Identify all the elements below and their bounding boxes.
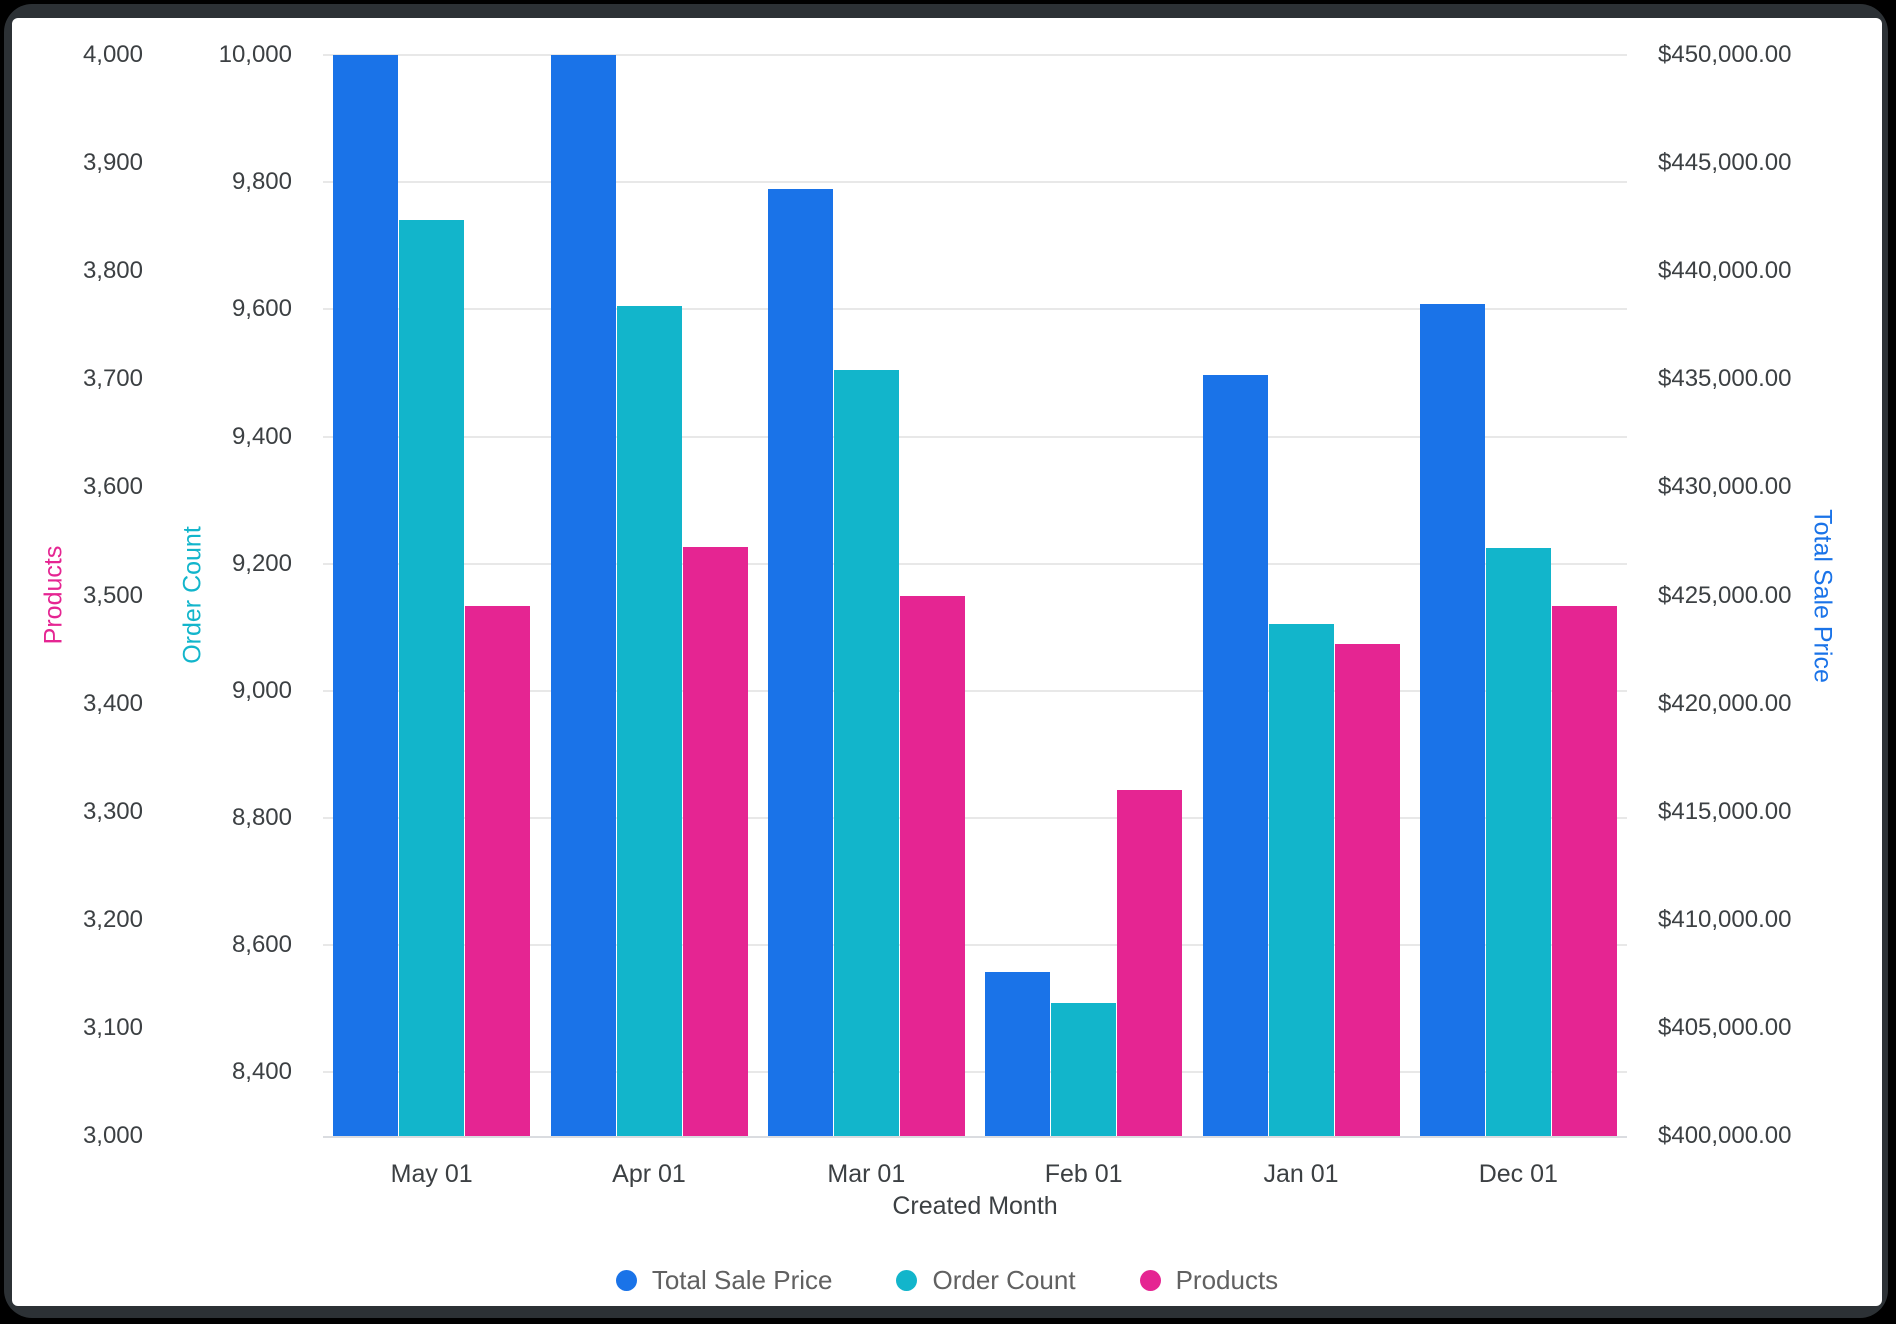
products-tick-label: 3,900 — [82, 149, 143, 177]
legend-label: Order Count — [932, 1264, 1076, 1295]
plot-area — [323, 54, 1627, 1138]
legend-item-total-sale-price[interactable]: Total Sale Price — [615, 1264, 833, 1296]
total-sale-price-tick-label: $435,000.00 — [1658, 365, 1792, 393]
gridline — [323, 944, 1627, 947]
x-axis-line — [323, 1136, 1627, 1138]
legend: Total Sale Price Order Count Products — [12, 1258, 1882, 1302]
total-sale-price-tick-label: $400,000.00 — [1658, 1122, 1792, 1149]
legend-swatch-icon — [1139, 1269, 1161, 1291]
products-tick-label: 3,700 — [82, 365, 143, 393]
x-axis-label-jan-01: Jan 01 — [1263, 1160, 1339, 1188]
bar-order-count-may-01[interactable] — [399, 220, 465, 1136]
order-count-tick-label: 9,000 — [231, 676, 292, 704]
gridline — [323, 1071, 1627, 1074]
gridline — [323, 435, 1627, 438]
legend-swatch-icon — [615, 1269, 637, 1291]
bar-total-sale-price-apr-01[interactable] — [550, 55, 616, 1136]
total-sale-price-tick-label: $425,000.00 — [1658, 581, 1792, 609]
total-sale-price-tick-label: $450,000.00 — [1658, 41, 1792, 68]
chart-canvas: Products Order Count Total Sale Price 4,… — [12, 18, 1882, 1306]
legend-label: Total Sale Price — [651, 1264, 833, 1295]
gridline — [323, 181, 1627, 184]
order-count-tick-label: 9,600 — [231, 295, 292, 323]
legend-item-products[interactable]: Products — [1139, 1264, 1279, 1296]
gridline — [323, 308, 1627, 311]
gridline — [323, 689, 1627, 692]
chart-window-frame: Products Order Count Total Sale Price 4,… — [4, 4, 1888, 1318]
bar-products-may-01[interactable] — [465, 606, 531, 1136]
products-tick-label: 3,000 — [82, 1122, 143, 1149]
bar-total-sale-price-dec-01[interactable] — [1419, 303, 1485, 1136]
products-tick-label: 4,000 — [82, 41, 143, 68]
legend-item-order-count[interactable]: Order Count — [896, 1264, 1076, 1296]
products-tick-label: 3,500 — [82, 581, 143, 609]
bar-order-count-dec-01[interactable] — [1485, 547, 1551, 1136]
bar-order-count-feb-01[interactable] — [1051, 1002, 1117, 1136]
bar-products-jan-01[interactable] — [1334, 644, 1400, 1136]
products-tick-label: 3,200 — [82, 905, 143, 933]
products-tick-label: 3,100 — [82, 1013, 143, 1041]
gridline — [323, 562, 1627, 565]
x-axis-label-mar-01: Mar 01 — [827, 1160, 906, 1188]
products-tick-label: 3,300 — [82, 797, 143, 825]
bar-order-count-mar-01[interactable] — [833, 369, 899, 1136]
order-count-tick-label: 10,000 — [218, 41, 292, 68]
total-sale-price-tick-label: $420,000.00 — [1658, 689, 1792, 717]
bar-total-sale-price-feb-01[interactable] — [985, 971, 1051, 1136]
total-sale-price-tick-label: $405,000.00 — [1658, 1013, 1792, 1041]
bar-total-sale-price-jan-01[interactable] — [1202, 375, 1268, 1136]
legend-swatch-icon — [896, 1269, 918, 1291]
order-count-axis-title: Order Count — [178, 526, 207, 664]
gridline — [323, 54, 1627, 56]
order-count-tick-label: 9,200 — [231, 549, 292, 577]
bar-products-apr-01[interactable] — [682, 546, 748, 1136]
x-axis-label-may-01: May 01 — [390, 1160, 473, 1188]
bar-products-dec-01[interactable] — [1551, 606, 1617, 1136]
order-count-tick-label: 8,400 — [231, 1058, 292, 1086]
order-count-tick-label: 9,400 — [231, 422, 292, 450]
order-count-tick-label: 8,800 — [231, 804, 292, 832]
products-tick-label: 3,800 — [82, 257, 143, 285]
products-tick-label: 3,600 — [82, 473, 143, 501]
bar-total-sale-price-may-01[interactable] — [333, 55, 399, 1136]
total-sale-price-tick-label: $415,000.00 — [1658, 797, 1792, 825]
total-sale-price-tick-label: $440,000.00 — [1658, 257, 1792, 285]
x-axis-label-dec-01: Dec 01 — [1478, 1160, 1558, 1188]
bar-products-feb-01[interactable] — [1117, 790, 1183, 1136]
total-sale-price-tick-label: $410,000.00 — [1658, 905, 1792, 933]
bar-order-count-apr-01[interactable] — [616, 306, 682, 1136]
legend-label: Products — [1175, 1264, 1279, 1295]
order-count-tick-label: 8,600 — [231, 931, 292, 959]
bar-total-sale-price-mar-01[interactable] — [767, 189, 833, 1136]
gridline — [323, 817, 1627, 820]
bar-order-count-jan-01[interactable] — [1268, 624, 1334, 1136]
order-count-tick-label: 9,800 — [231, 168, 292, 196]
total-sale-price-tick-label: $445,000.00 — [1658, 149, 1792, 177]
x-axis-label-feb-01: Feb 01 — [1044, 1160, 1123, 1188]
total-sale-price-tick-label: $430,000.00 — [1658, 473, 1792, 501]
x-axis-label-apr-01: Apr 01 — [612, 1160, 686, 1188]
bar-products-mar-01[interactable] — [899, 595, 965, 1136]
products-tick-label: 3,400 — [82, 689, 143, 717]
x-axis-title: Created Month — [892, 1192, 1058, 1220]
